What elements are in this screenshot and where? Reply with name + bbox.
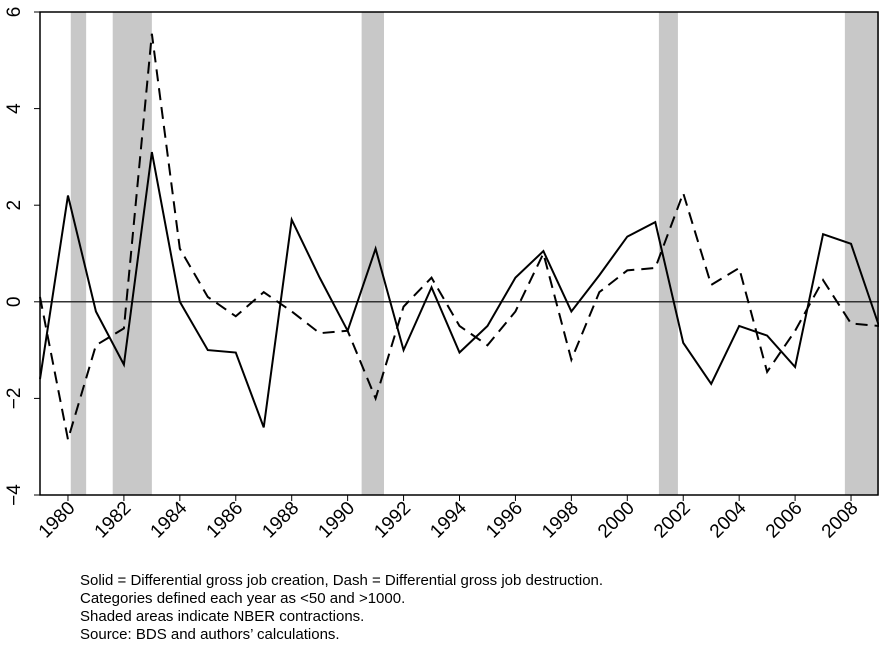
series-line	[39, 151, 879, 428]
x-tick-label: 1996	[482, 498, 527, 543]
x-tick-label: 2006	[762, 498, 807, 543]
series-line	[39, 33, 879, 440]
x-tick-label: 1992	[370, 498, 415, 543]
recession-shade	[844, 12, 879, 495]
note: Source: BDS and authors’ calculations.	[80, 626, 340, 643]
note: Solid = Differential gross job creation,…	[80, 572, 603, 589]
x-tick-label: 1982	[91, 498, 136, 543]
y-tick-label: 0	[4, 297, 25, 308]
y-tick-label: 2	[4, 200, 25, 211]
y-tick-label: 4	[4, 103, 25, 114]
y-tick-label: 6	[4, 7, 25, 18]
x-tick-label: 1984	[147, 497, 192, 542]
recession-shade	[658, 12, 678, 495]
recession-shade	[70, 12, 87, 495]
x-tick-label: 1990	[314, 498, 359, 543]
recession-shade	[112, 12, 152, 495]
note: Shaded areas indicate NBER contractions.	[80, 608, 364, 625]
plot-frame	[39, 11, 879, 496]
x-tick-label: 2000	[594, 498, 639, 543]
x-tick-label: 1998	[538, 498, 583, 543]
x-tick-label: 2004	[706, 497, 751, 542]
x-tick-label: 2002	[650, 498, 695, 543]
note: Categories defined each year as <50 and …	[80, 590, 405, 607]
y-tick-label: −4	[4, 484, 25, 506]
y-tick-label: −2	[4, 388, 25, 410]
x-tick-label: 1986	[203, 498, 248, 543]
x-tick-label: 1994	[426, 497, 471, 542]
x-tick-label: 2008	[818, 498, 863, 543]
x-tick-label: 1980	[35, 498, 80, 543]
recession-shade	[361, 12, 384, 495]
x-tick-label: 1988	[258, 498, 303, 543]
